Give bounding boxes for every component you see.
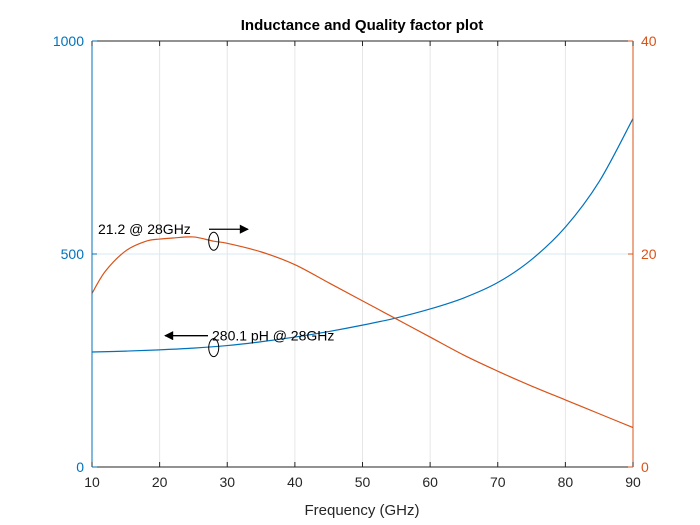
inductance-line	[91, 118, 634, 353]
x-tick-label: 10	[84, 474, 100, 490]
quality-factor-line	[91, 236, 634, 429]
right-y-tick-label: 20	[641, 246, 657, 262]
annotation-label: 21.2 @ 28GHz	[98, 221, 191, 237]
right-y-tick-label: 0	[641, 459, 649, 475]
annotation-layer: 21.2 @ 28GHz 280.1 pH @ 28GHz	[98, 221, 334, 358]
x-tick-label: 50	[355, 474, 371, 490]
x-tick-label: 90	[625, 474, 641, 490]
chart-title: Inductance and Quality factor plot	[241, 17, 484, 34]
x-tick-label: 70	[490, 474, 506, 490]
left-y-tick-label: 0	[76, 459, 84, 475]
x-tick-label: 30	[219, 474, 235, 490]
right-y-tick-label: 40	[641, 33, 657, 49]
grid-lines	[92, 41, 633, 467]
left-y-tick-label: 500	[61, 246, 85, 262]
left-y-tick-label: 1000	[53, 33, 84, 49]
x-tick-label: 40	[287, 474, 303, 490]
x-axis-title: Frequency (GHz)	[304, 502, 419, 519]
x-tick-label: 80	[558, 474, 574, 490]
series-layer	[91, 118, 634, 429]
x-tick-label: 20	[152, 474, 168, 490]
annotation-marker	[208, 338, 220, 358]
annotation-marker	[208, 231, 220, 251]
annotation-label: 280.1 pH @ 28GHz	[212, 328, 334, 344]
x-tick-label: 60	[422, 474, 438, 490]
